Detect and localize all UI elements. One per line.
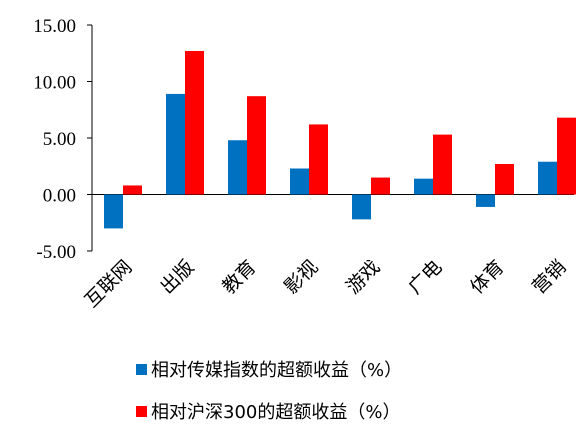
x-category-label: 体育 (466, 256, 508, 298)
bar-vs-media-index-6 (476, 194, 495, 207)
y-tick-label: 10.00 (33, 73, 76, 94)
bar-vs-media-index-1 (166, 93, 185, 195)
y-tick-label: 0.00 (43, 186, 76, 207)
bar-vs-media-index-7 (538, 161, 557, 195)
legend-label-1: 相对沪深300的超额收益（%） (151, 402, 400, 423)
legend: 相对传媒指数的超额收益（%） 相对沪深300的超额收益（%） (136, 360, 402, 423)
x-category-label: 出版 (156, 256, 198, 298)
y-tick-label: 15.00 (33, 16, 76, 37)
x-category-label: 游戏 (342, 256, 384, 298)
bar-vs-hs300-0 (123, 185, 142, 195)
x-category-label: 广电 (404, 256, 446, 298)
bar-vs-media-index-0 (104, 194, 123, 229)
x-category-label: 教育 (218, 256, 260, 298)
bar-vs-hs300-1 (185, 50, 204, 195)
bar-vs-hs300-6 (495, 163, 514, 195)
y-tick-label: 5.00 (43, 129, 76, 150)
x-category-label: 互联网 (81, 256, 137, 312)
bar-vs-hs300-3 (309, 124, 328, 195)
x-axis-category-labels: 互联网 出版 教育 影视 游戏 广电 体育 营销 (81, 256, 571, 312)
bar-vs-hs300-5 (433, 134, 452, 195)
legend-swatch-1 (136, 406, 147, 417)
x-category-label: 营销 (528, 256, 570, 298)
bar-vs-media-index-2 (228, 140, 247, 195)
y-axis-ticks: -5.00 0.00 5.00 10.00 15.00 (33, 16, 92, 263)
bar-vs-media-index-4 (352, 194, 371, 220)
bar-vs-hs300-4 (371, 177, 390, 195)
legend-swatch-0 (136, 364, 147, 375)
bars (104, 50, 576, 229)
bar-vs-hs300-2 (247, 96, 266, 195)
legend-label-0: 相对传媒指数的超额收益（%） (151, 360, 402, 381)
x-category-label: 影视 (280, 256, 322, 298)
bar-vs-media-index-3 (290, 168, 309, 195)
y-tick-label: -5.00 (36, 242, 76, 263)
bar-vs-media-index-5 (414, 178, 433, 195)
bar-vs-hs300-7 (557, 117, 576, 195)
